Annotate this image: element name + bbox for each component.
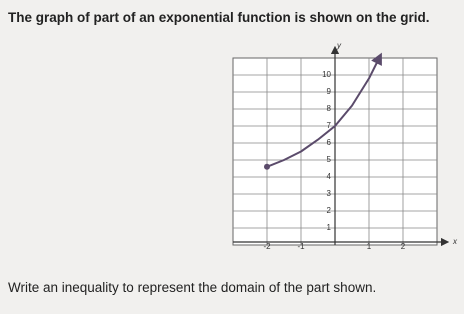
x-tick-label: 2	[401, 242, 406, 251]
y-tick-label: 5	[327, 155, 332, 164]
prompt: Write an inequality to represent the dom…	[8, 280, 376, 295]
y-tick-label: 1	[327, 223, 332, 232]
x-tick-label: -1	[297, 242, 305, 251]
question: The graph of part of an exponential func…	[8, 10, 430, 25]
x-tick-label: -2	[263, 242, 271, 251]
y-tick-label: 9	[327, 87, 332, 96]
y-tick-label: 3	[327, 189, 332, 198]
endpoint	[264, 163, 270, 170]
y-tick-label: 6	[327, 138, 332, 147]
y-tick-label: 4	[327, 172, 332, 181]
y-axis-label: y	[336, 41, 342, 50]
x-tick-label: 1	[367, 242, 372, 251]
y-tick-label: 10	[322, 70, 331, 79]
curve	[266, 52, 382, 168]
y-tick-label: 8	[327, 104, 332, 113]
plot: -2 -1 1 2 1 2 3 4 5 6 7 8 9 10 x y	[233, 41, 458, 251]
y-tick-label: 7	[327, 121, 332, 130]
x-axis-label: x	[452, 237, 458, 246]
y-tick-label: 2	[327, 206, 332, 215]
